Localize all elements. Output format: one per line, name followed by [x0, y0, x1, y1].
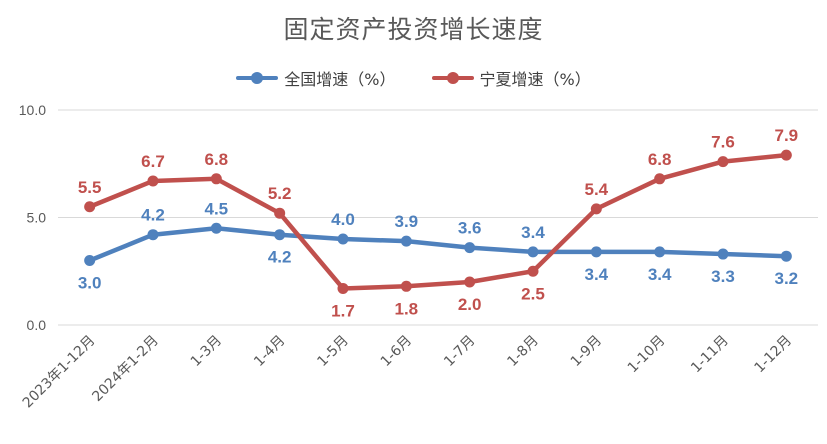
x-tick-label: 1-4月 — [251, 333, 288, 370]
series-0-point — [527, 246, 539, 258]
x-tick-label: 2024年1-2月 — [89, 333, 161, 405]
series-0-data-label: 4.2 — [141, 206, 165, 225]
series-0-point — [654, 246, 666, 258]
series-0-data-label: 3.6 — [458, 219, 482, 238]
legend-label-ningxia: 宁夏增速（%） — [479, 70, 591, 89]
series-0-data-label: 3.4 — [585, 265, 609, 284]
x-tick-label: 1-9月 — [568, 333, 605, 370]
series-1-data-label: 6.8 — [648, 150, 672, 169]
series-0-data-label: 3.9 — [395, 212, 419, 231]
series-1-point — [210, 173, 222, 185]
series-1-point — [337, 282, 349, 294]
series-1-point — [717, 156, 729, 168]
series-0-point — [147, 229, 159, 241]
series-1-data-label: 7.9 — [775, 126, 799, 145]
series-1-data-label: 5.5 — [78, 178, 102, 197]
series-1-data-label: 5.4 — [585, 180, 609, 199]
series-0-data-label: 3.2 — [775, 269, 799, 288]
series-1-point — [654, 173, 666, 185]
legend-label-national: 全国增速（%） — [284, 70, 396, 89]
series-1-data-label: 5.2 — [268, 184, 292, 203]
series-0-point — [274, 229, 286, 241]
series-1-point — [527, 265, 539, 277]
series-1-point — [590, 203, 602, 215]
series-1-data-label: 2.0 — [458, 295, 482, 314]
series-1-data-label: 6.8 — [205, 150, 229, 169]
series-1-point — [147, 175, 159, 187]
series-0-point — [400, 235, 412, 247]
series-1-point — [464, 276, 476, 288]
series-0-data-label: 3.0 — [78, 274, 102, 293]
x-tick-label: 1-5月 — [314, 333, 351, 370]
x-tick-label: 1-6月 — [378, 333, 415, 370]
y-tick-label: 5.0 — [27, 210, 47, 226]
y-tick-label: 0.0 — [27, 317, 47, 333]
series-line-1 — [87, 152, 789, 291]
legend-item-national: 全国增速（%） — [236, 66, 396, 90]
series-0-data-label: 3.4 — [521, 223, 545, 242]
series-0-data-label: 3.3 — [711, 267, 735, 286]
series-0-point — [337, 233, 349, 245]
legend: 全国增速（%） 宁夏增速（%） — [0, 66, 827, 90]
legend-item-ningxia: 宁夏增速（%） — [431, 66, 591, 90]
x-tick-label: 1-3月 — [188, 333, 225, 370]
legend-swatch-national — [236, 71, 279, 85]
series-1-data-label: 6.7 — [141, 152, 165, 171]
series-1-point — [274, 207, 286, 219]
x-tick-label: 2023年1-12月 — [20, 333, 99, 412]
series-1-data-label: 7.6 — [711, 133, 735, 152]
series-0-data-label: 3.4 — [648, 265, 672, 284]
series-1-point — [400, 280, 412, 292]
x-tick-label: 1-7月 — [441, 333, 478, 370]
y-tick-label: 10.0 — [19, 102, 46, 118]
series-0-data-label: 4.0 — [331, 210, 355, 229]
chart-title: 固定资产投资增长速度 — [283, 15, 544, 44]
series-0-data-label: 4.5 — [205, 199, 229, 218]
series-0-point — [717, 248, 729, 260]
x-tick-label: 1-11月 — [688, 333, 732, 377]
series-0-point — [210, 222, 222, 234]
series-1-point — [84, 201, 96, 213]
series-0-data-label: 4.2 — [268, 248, 292, 267]
series-0-point — [464, 242, 476, 254]
legend-swatch-ningxia — [431, 71, 474, 85]
series-0-point — [590, 246, 602, 258]
x-tick-label: 1-8月 — [504, 333, 541, 370]
series-1-point — [780, 149, 792, 161]
series-1-data-label: 2.5 — [521, 284, 545, 303]
x-tick-label: 1-12月 — [751, 333, 795, 377]
x-tick-label: 1-10月 — [625, 333, 669, 377]
series-0-point — [780, 250, 792, 262]
series-0-point — [84, 255, 96, 266]
series-1-data-label: 1.8 — [395, 299, 419, 318]
series-line-0 — [87, 226, 789, 263]
series-1-data-label: 1.7 — [331, 301, 355, 320]
